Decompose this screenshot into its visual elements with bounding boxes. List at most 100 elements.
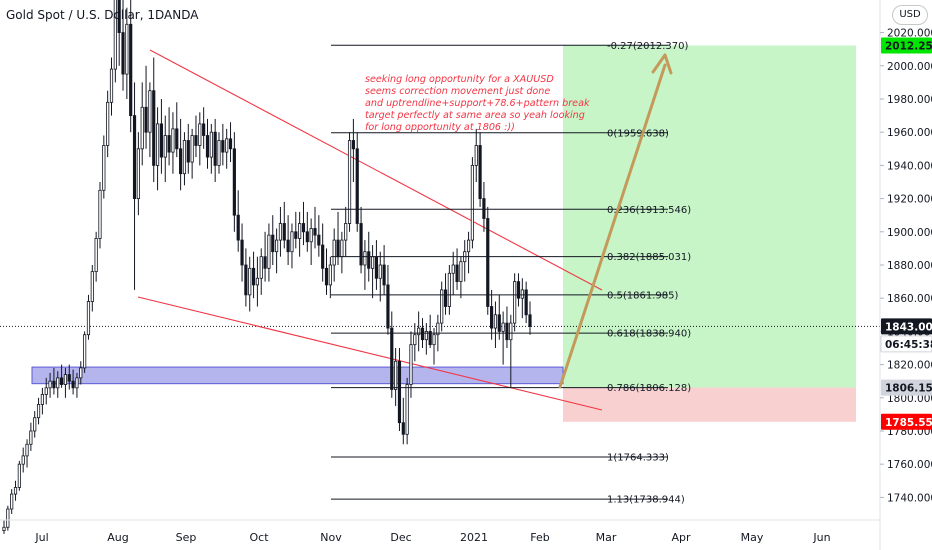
candle-body: [71, 380, 75, 389]
candle-body: [347, 140, 352, 224]
candle-body: [397, 360, 402, 424]
stop-loss-zone: [563, 387, 856, 422]
y-axis-tick-label: 1960.000: [887, 127, 932, 139]
y-axis-tick-label: 1740.000: [887, 492, 932, 504]
candle-body: [255, 277, 259, 286]
candle-body: [413, 334, 417, 346]
price-tag: [881, 413, 932, 430]
candle-body: [113, 0, 117, 70]
fib-level-label: 0.236(1913.546): [607, 205, 691, 216]
candle-body: [305, 231, 309, 243]
candle-body: [386, 284, 390, 329]
candle-body: [186, 140, 190, 163]
candle-body: [394, 360, 398, 390]
candle-body: [359, 223, 363, 266]
candle-body: [83, 334, 87, 369]
candle-body: [493, 314, 498, 329]
x-axis-tick-label: 2021: [460, 531, 488, 544]
candle-body: [213, 131, 217, 166]
candle-body: [259, 256, 263, 279]
candle-body: [336, 239, 340, 258]
fib-level-label: 0.382(1885.031): [607, 252, 691, 263]
candle-body: [171, 128, 175, 153]
candle-body: [459, 261, 463, 282]
candle-body: [443, 289, 448, 307]
candle-body: [524, 289, 528, 316]
candle-body: [228, 138, 233, 150]
candle-body: [148, 90, 152, 133]
candle-body: [29, 430, 33, 445]
candle-body: [75, 377, 79, 389]
x-axis-tick-label: Feb: [530, 531, 549, 544]
fib-level-label: 0.786(1806.128): [607, 383, 691, 394]
candle-body: [190, 135, 194, 163]
candle-body: [129, 23, 133, 116]
price-tag: [881, 37, 932, 54]
candle-body: [163, 135, 167, 158]
fibonacci-levels: -0.27(2012.370) 0(1959.638) 0.236(1913.546…: [331, 41, 691, 506]
candle-body: [140, 106, 144, 150]
candle-body: [374, 256, 379, 279]
candle-body: [36, 404, 41, 419]
candle-body: [282, 223, 286, 241]
candle-body: [332, 239, 336, 266]
candle-body: [490, 306, 494, 329]
candle-body: [194, 135, 198, 146]
candle-body: [209, 131, 213, 158]
candle-body: [505, 322, 509, 341]
candle-body: [275, 239, 279, 253]
candle-body: [513, 281, 517, 324]
fib-level-label: 0(1959.638): [607, 128, 669, 139]
candle-body: [202, 123, 206, 136]
candle-body: [152, 90, 156, 166]
candle-body: [501, 322, 505, 332]
fib-level-label: 1(1764.333): [607, 453, 669, 464]
symbol-title-tail: DANDA: [155, 8, 199, 22]
candle-body: [175, 128, 179, 150]
price-tag-label: 06:45:38: [885, 339, 932, 351]
symbol-title: Gold Spot / U.S. Dollar, 1DANDA: [6, 8, 198, 22]
x-axis-tick-label: Mar: [596, 531, 617, 544]
candle-body: [44, 387, 48, 395]
candle-body: [363, 251, 367, 266]
y-axis-tick-label: 1860.000: [887, 293, 932, 305]
candle-body: [102, 145, 106, 191]
candle-body: [121, 32, 125, 75]
candle-body: [324, 267, 329, 286]
candle-body: [474, 145, 478, 166]
candle-body: [482, 198, 486, 219]
candle-body: [436, 322, 440, 336]
candle-body: [33, 417, 37, 432]
analysis-note-line: for long opportunity at 1806 :)): [365, 122, 515, 133]
x-axis-tick-label: May: [741, 531, 764, 544]
candle-body: [248, 267, 252, 296]
candle-body: [67, 374, 71, 382]
projection-arrow: [558, 63, 667, 389]
y-axis-tick-label: 1920.000: [887, 194, 932, 206]
candle-body: [301, 223, 306, 233]
candle-body: [167, 135, 171, 153]
x-axis-tick-label: Dec: [390, 531, 411, 544]
x-axis-tick-label: Jul: [34, 531, 48, 544]
candle-body: [56, 377, 60, 389]
candle-body: [132, 115, 137, 199]
price-tag-label: 1843.005: [885, 321, 932, 333]
candle-body: [6, 508, 10, 528]
candle-body: [328, 264, 332, 286]
chart-drawings: [0, 49, 880, 411]
currency-button[interactable]: USD: [892, 5, 928, 25]
candle-body: [509, 322, 513, 341]
analysis-note-line: seeking long opportunity for a XAUUSD: [365, 74, 554, 85]
candle-body: [401, 422, 405, 435]
candle-body: [182, 140, 187, 175]
candle-body: [117, 0, 121, 33]
candle-body: [382, 264, 386, 286]
candle-body: [298, 223, 302, 239]
candle-body: [286, 239, 290, 253]
candle-body: [424, 330, 428, 341]
candle-body: [428, 330, 432, 346]
profit-zone: [563, 45, 856, 388]
analysis-note-line: and uptrendline+support+78.6+pattern bre…: [365, 98, 590, 109]
